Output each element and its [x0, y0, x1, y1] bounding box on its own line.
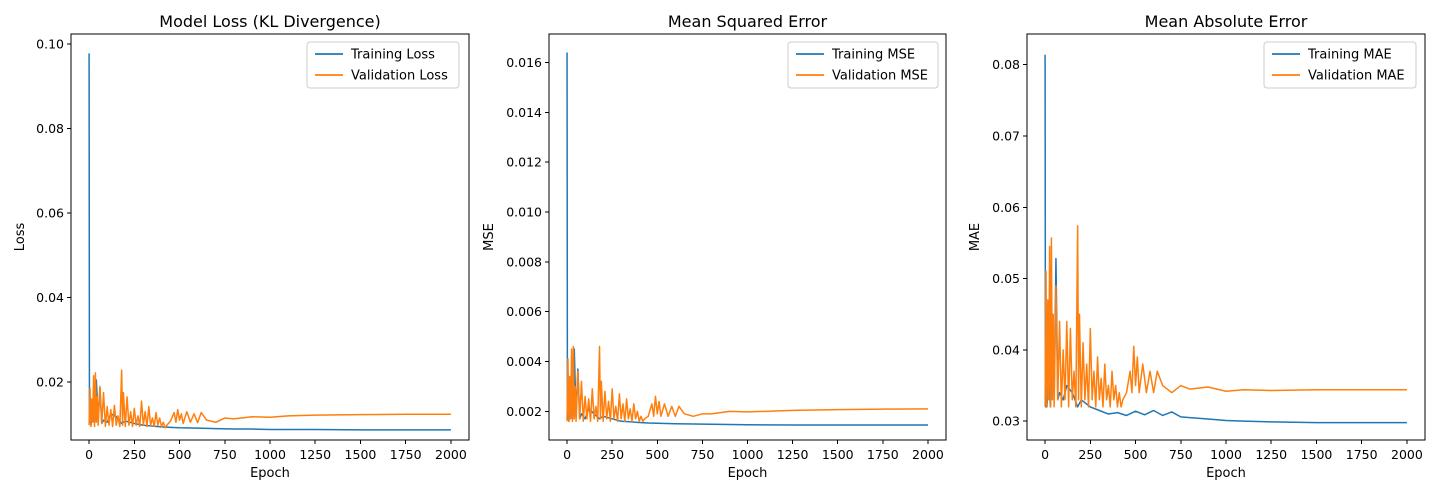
- axes-frame: [70, 33, 470, 441]
- x-axis-title: Epoch: [250, 466, 290, 481]
- legend: Training MAE Validation MAE: [1263, 41, 1417, 89]
- x-axis-title: Epoch: [1206, 466, 1246, 481]
- chart-title: Model Loss (KL Divergence): [159, 12, 380, 31]
- x-tick-label: 1500: [1301, 447, 1333, 462]
- legend-label-1: Training MAE: [1307, 48, 1392, 63]
- x-tick-label: 1750: [867, 447, 899, 462]
- legend-box: [1263, 41, 1417, 89]
- x-tick-label: 2000: [912, 447, 944, 462]
- chart-panel-2: 0 250 500 750 1000 1250 1500 1750 2000 0.002 0.004…: [482, 12, 947, 481]
- x-tick-label: 1250: [777, 447, 809, 462]
- legend-label-2: Validation Loss: [351, 69, 448, 84]
- x-tick-label: 750: [690, 447, 714, 462]
- x-tick-label: 1250: [299, 447, 331, 462]
- y-tick-label: 0.014: [506, 105, 542, 120]
- series-line-validation-loss: [88, 369, 451, 429]
- y-tick-label: 0.002: [506, 404, 542, 419]
- y-tick-label: 0.05: [992, 271, 1020, 286]
- x-tick-label: 1000: [1210, 447, 1242, 462]
- y-tick-label: 0.006: [506, 304, 542, 319]
- x-tick-label: 1250: [1255, 447, 1287, 462]
- legend-label-2: Validation MSE: [832, 69, 928, 84]
- x-tick-label: 0: [563, 447, 571, 462]
- x-tick-label: 250: [122, 447, 146, 462]
- y-tick-label: 0.04: [36, 290, 64, 305]
- legend-label-1: Training Loss: [350, 48, 435, 63]
- x-tick-label: 500: [168, 447, 192, 462]
- x-tick-label: 250: [1078, 447, 1102, 462]
- x-tick-label: 1750: [390, 447, 422, 462]
- y-tick-label: 0.08: [36, 121, 64, 136]
- axes-frame: [548, 33, 947, 441]
- legend: Training Loss Validation Loss: [306, 41, 460, 89]
- chart-panel-1: 0 250 500 750 1000 1250 1500 1750 2000 0.02 0.04 0.…: [13, 12, 470, 481]
- y-tick-label: 0.10: [36, 37, 64, 52]
- x-tick-label: 500: [645, 447, 669, 462]
- y-tick-label: 0.02: [36, 375, 64, 390]
- x-tick-label: 2000: [1391, 447, 1423, 462]
- x-tick-label: 1500: [345, 447, 377, 462]
- chart-title: Mean Absolute Error: [1145, 12, 1308, 31]
- x-tick-label: 2000: [435, 447, 467, 462]
- x-tick-label: 1750: [1346, 447, 1378, 462]
- y-axis-title: Loss: [13, 223, 28, 252]
- x-tick-label: 500: [1124, 447, 1148, 462]
- legend-label-2: Validation MAE: [1308, 69, 1405, 84]
- x-tick-label: 1000: [254, 447, 286, 462]
- y-tick-label: 0.03: [992, 414, 1020, 429]
- y-tick-label: 0.08: [992, 57, 1020, 72]
- y-tick-label: 0.008: [506, 254, 542, 269]
- y-tick-label: 0.012: [506, 155, 542, 170]
- y-axis-title: MAE: [968, 223, 983, 251]
- y-axis-title: MSE: [482, 223, 497, 251]
- x-tick-label: 250: [600, 447, 624, 462]
- series-line-validation-mse: [566, 345, 928, 423]
- y-tick-label: 0.010: [506, 204, 542, 219]
- y-tick-label: 0.04: [992, 342, 1020, 357]
- y-tick-label: 0.07: [992, 129, 1020, 144]
- x-tick-label: 0: [1041, 447, 1049, 462]
- legend-box: [787, 41, 939, 89]
- y-tick-label: 0.06: [36, 206, 64, 221]
- y-tick-label: 0.004: [506, 354, 542, 369]
- chart-panel-3: 0 250 500 750 1000 1250 1500 1750 2000 0.03 0.04 0.…: [968, 12, 1426, 481]
- legend-box: [306, 41, 460, 89]
- series-line-training-loss: [88, 53, 451, 431]
- x-tick-label: 1000: [732, 447, 764, 462]
- x-tick-label: 0: [85, 447, 93, 462]
- legend-label-1: Training MSE: [831, 48, 915, 63]
- legend: Training MSE Validation MSE: [787, 41, 939, 89]
- y-tick-label: 0.016: [506, 55, 542, 70]
- series-line-training-mae: [1044, 54, 1407, 424]
- x-tick-label: 750: [213, 447, 237, 462]
- series-line-validation-mae: [1044, 225, 1407, 408]
- y-tick-label: 0.06: [992, 200, 1020, 215]
- x-tick-label: 750: [1169, 447, 1193, 462]
- series-line-training-mse: [566, 52, 928, 426]
- x-tick-label: 1500: [822, 447, 854, 462]
- x-axis-title: Epoch: [728, 466, 768, 481]
- chart-title: Mean Squared Error: [668, 12, 828, 31]
